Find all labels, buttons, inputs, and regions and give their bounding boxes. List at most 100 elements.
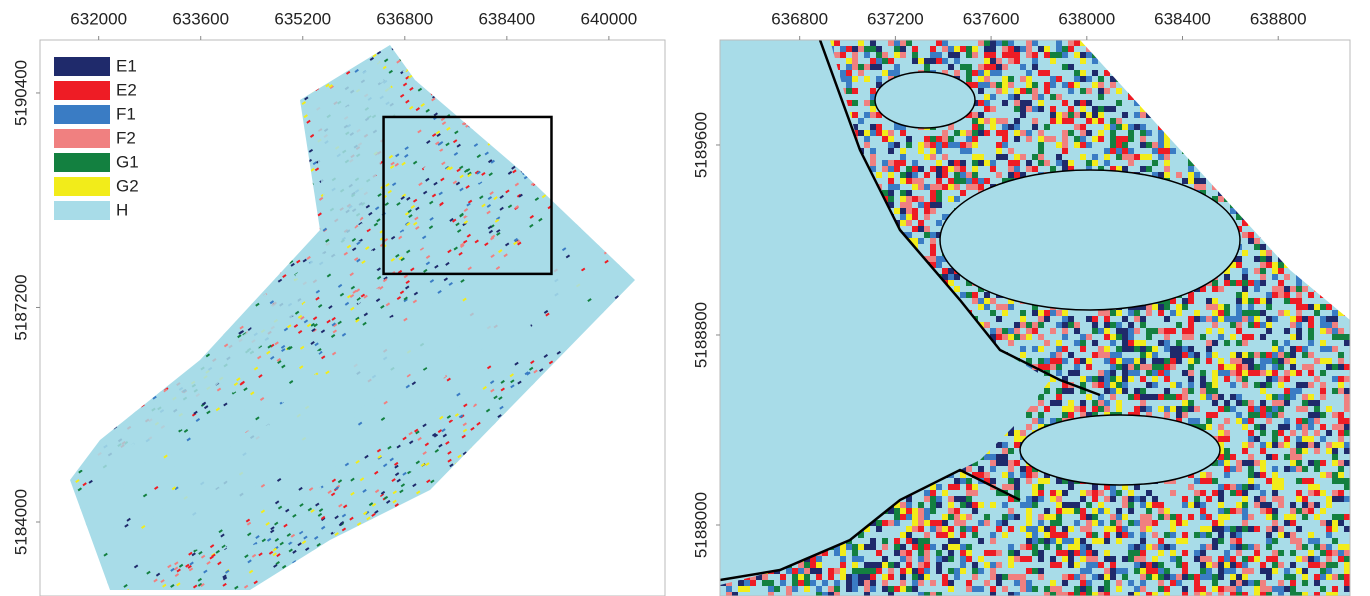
terrain-cell (584, 166, 588, 170)
terrain-cell (152, 387, 156, 391)
terrain-cell (521, 459, 525, 463)
terrain-cell (619, 419, 623, 423)
terrain-cell (152, 361, 156, 365)
terrain-cell (948, 46, 954, 52)
terrain-cell (1020, 40, 1026, 46)
terrain-cell (281, 194, 285, 198)
terrain-cell (589, 367, 593, 371)
terrain-cell (72, 507, 76, 511)
terrain-cell (329, 589, 333, 593)
terrain-cell (564, 417, 568, 421)
terrain-cell (334, 569, 338, 573)
terrain-cell (191, 241, 195, 245)
terrain-cell (637, 243, 641, 247)
terrain-cell (153, 168, 157, 172)
terrain-cell (635, 361, 639, 365)
terrain-cell (539, 135, 543, 139)
terrain-cell (264, 214, 268, 218)
terrain-cell (537, 58, 541, 62)
terrain-cell (186, 202, 190, 206)
terrain-cell (592, 411, 596, 415)
terrain-cell (211, 222, 215, 226)
terrain-cell (402, 560, 406, 564)
terrain-cell (575, 192, 579, 196)
terrain-cell (516, 448, 520, 452)
terrain-cell (340, 69, 344, 73)
terrain-cell (122, 320, 126, 324)
terrain-cell (414, 589, 418, 593)
terrain-cell (109, 352, 113, 356)
terrain-cell (472, 72, 476, 76)
terrain-cell (312, 559, 316, 563)
terrain-cell (611, 253, 615, 257)
terrain-cell (476, 560, 480, 564)
terrain-cell (80, 408, 84, 412)
terrain-cell (219, 44, 223, 48)
terrain-cell (148, 220, 152, 224)
terrain-cell (90, 77, 94, 81)
terrain-cell (216, 89, 220, 93)
terrain-cell (241, 219, 245, 223)
terrain-cell (104, 243, 108, 247)
terrain-cell (254, 156, 258, 160)
terrain-cell (583, 493, 587, 497)
terrain-cell (171, 200, 175, 204)
terrain-cell (258, 169, 262, 173)
terrain-cell (103, 589, 107, 593)
terrain-cell (261, 220, 265, 224)
terrain-cell (301, 161, 305, 165)
terrain-cell (174, 117, 178, 121)
terrain-cell (272, 194, 276, 198)
terrain-cell (536, 517, 540, 521)
terrain-cell (642, 167, 646, 171)
terrain-cell (76, 76, 80, 80)
terrain-cell (543, 417, 547, 421)
terrain-cell (614, 140, 618, 144)
terrain-cell (543, 374, 547, 378)
terrain-cell (245, 125, 249, 129)
terrain-cell (420, 559, 424, 563)
terrain-cell (141, 292, 145, 296)
terrain-cell (165, 83, 169, 87)
terrain-cell (341, 561, 345, 565)
terrain-cell (647, 447, 651, 451)
terrain-cell (223, 125, 227, 129)
terrain-cell (163, 122, 167, 126)
terrain-cell (115, 331, 119, 335)
terrain-cell (426, 85, 430, 89)
terrain-cell (646, 250, 650, 254)
terrain-cell (216, 139, 220, 143)
terrain-cell (852, 58, 858, 64)
terrain-cell (245, 180, 249, 184)
terrain-cell (290, 210, 294, 214)
terrain-cell (870, 64, 876, 70)
terrain-cell (547, 563, 551, 567)
terrain-cell (110, 69, 114, 73)
terrain-cell (73, 433, 77, 437)
terrain-cell (597, 183, 601, 187)
terrain-cell (142, 131, 146, 135)
terrain-cell (876, 52, 882, 58)
terrain-cell (163, 105, 167, 109)
terrain-cell (188, 356, 192, 360)
terrain-cell (180, 235, 184, 239)
terrain-cell (573, 551, 577, 555)
terrain-cell (314, 576, 318, 580)
terrain-cell (189, 330, 193, 334)
terrain-cell (632, 141, 636, 145)
terrain-cell (78, 301, 82, 305)
terrain-cell (461, 69, 465, 73)
terrain-cell (487, 127, 491, 131)
terrain-cell (1068, 64, 1074, 70)
terrain-cell (612, 233, 616, 237)
terrain-cell (451, 94, 455, 98)
terrain-cell (101, 334, 105, 338)
terrain-cell (127, 321, 131, 325)
terrain-cell (438, 573, 442, 577)
terrain-cell (123, 337, 127, 341)
terrain-cell (272, 107, 276, 111)
terrain-cell (514, 505, 518, 509)
terrain-cell (954, 40, 960, 46)
terrain-cell (217, 193, 221, 197)
terrain-cell (231, 169, 235, 173)
